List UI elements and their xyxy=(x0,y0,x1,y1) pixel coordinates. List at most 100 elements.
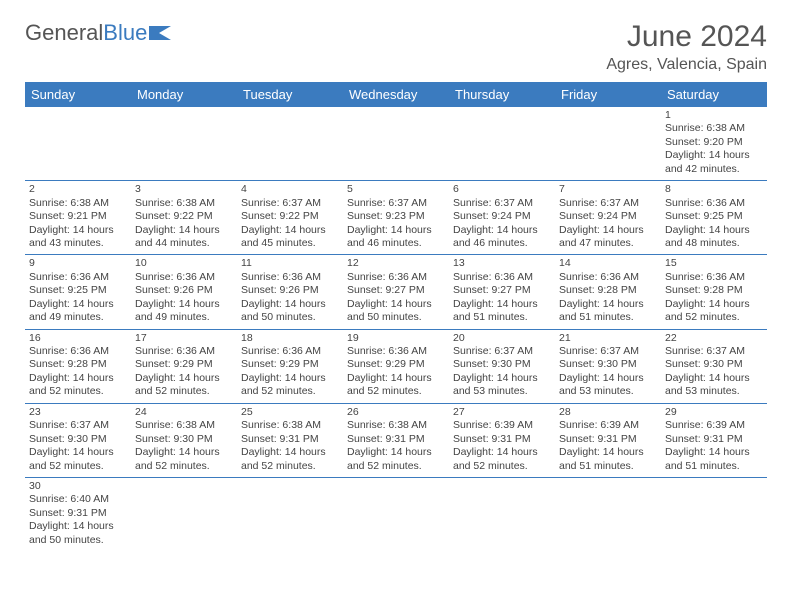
calendar-cell: 26Sunrise: 6:38 AMSunset: 9:31 PMDayligh… xyxy=(343,403,449,477)
sunset-text: Sunset: 9:22 PM xyxy=(241,210,339,223)
calendar-cell: 3Sunrise: 6:38 AMSunset: 9:22 PMDaylight… xyxy=(131,181,237,255)
sunset-text: Sunset: 9:26 PM xyxy=(135,284,233,297)
calendar-cell xyxy=(343,107,449,181)
sunset-text: Sunset: 9:29 PM xyxy=(347,358,445,371)
day-number: 8 xyxy=(665,183,671,195)
sunset-text: Sunset: 9:29 PM xyxy=(135,358,233,371)
day-number: 23 xyxy=(29,406,41,418)
day-number-empty xyxy=(559,109,562,121)
daylight-text: Daylight: 14 hours and 52 minutes. xyxy=(241,372,339,399)
sunrise-text: Sunrise: 6:36 AM xyxy=(347,345,445,358)
day-number: 29 xyxy=(665,406,677,418)
calendar-cell: 4Sunrise: 6:37 AMSunset: 9:22 PMDaylight… xyxy=(237,181,343,255)
sunrise-text: Sunrise: 6:36 AM xyxy=(665,271,763,284)
location: Agres, Valencia, Spain xyxy=(606,56,767,74)
day-number: 16 xyxy=(29,332,41,344)
day-number: 5 xyxy=(347,183,353,195)
calendar-cell: 1Sunrise: 6:38 AMSunset: 9:20 PMDaylight… xyxy=(661,107,767,181)
sunrise-text: Sunrise: 6:36 AM xyxy=(453,271,551,284)
day-number-empty xyxy=(453,109,456,121)
sunrise-text: Sunrise: 6:36 AM xyxy=(241,345,339,358)
daylight-text: Daylight: 14 hours and 44 minutes. xyxy=(135,224,233,251)
sunset-text: Sunset: 9:31 PM xyxy=(665,433,763,446)
day-number: 20 xyxy=(453,332,465,344)
daylight-text: Daylight: 14 hours and 52 minutes. xyxy=(135,446,233,473)
header: GeneralBlue June 2024 Agres, Valencia, S… xyxy=(25,20,767,74)
calendar-cell xyxy=(555,107,661,181)
sunset-text: Sunset: 9:29 PM xyxy=(241,358,339,371)
daylight-text: Daylight: 14 hours and 48 minutes. xyxy=(665,224,763,251)
day-number: 15 xyxy=(665,257,677,269)
calendar-cell: 29Sunrise: 6:39 AMSunset: 9:31 PMDayligh… xyxy=(661,403,767,477)
sunrise-text: Sunrise: 6:38 AM xyxy=(347,419,445,432)
sunset-text: Sunset: 9:22 PM xyxy=(135,210,233,223)
sunrise-text: Sunrise: 6:36 AM xyxy=(241,271,339,284)
sunset-text: Sunset: 9:28 PM xyxy=(665,284,763,297)
sunrise-text: Sunrise: 6:36 AM xyxy=(29,345,127,358)
sunrise-text: Sunrise: 6:36 AM xyxy=(29,271,127,284)
daylight-text: Daylight: 14 hours and 53 minutes. xyxy=(559,372,657,399)
daylight-text: Daylight: 14 hours and 52 minutes. xyxy=(347,446,445,473)
sunrise-text: Sunrise: 6:38 AM xyxy=(29,197,127,210)
day-number: 7 xyxy=(559,183,565,195)
daylight-text: Daylight: 14 hours and 50 minutes. xyxy=(241,298,339,325)
daylight-text: Daylight: 14 hours and 51 minutes. xyxy=(559,446,657,473)
daylight-text: Daylight: 14 hours and 51 minutes. xyxy=(453,298,551,325)
day-number: 19 xyxy=(347,332,359,344)
day-number: 17 xyxy=(135,332,147,344)
day-number: 11 xyxy=(241,257,252,269)
daylight-text: Daylight: 14 hours and 51 minutes. xyxy=(559,298,657,325)
sunset-text: Sunset: 9:25 PM xyxy=(665,210,763,223)
sunset-text: Sunset: 9:23 PM xyxy=(347,210,445,223)
day-number: 27 xyxy=(453,406,465,418)
sunset-text: Sunset: 9:30 PM xyxy=(29,433,127,446)
sunset-text: Sunset: 9:21 PM xyxy=(29,210,127,223)
day-header: Friday xyxy=(555,82,661,107)
calendar-cell xyxy=(449,477,555,551)
sunset-text: Sunset: 9:27 PM xyxy=(347,284,445,297)
daylight-text: Daylight: 14 hours and 49 minutes. xyxy=(29,298,127,325)
sunset-text: Sunset: 9:30 PM xyxy=(665,358,763,371)
calendar-cell: 30Sunrise: 6:40 AMSunset: 9:31 PMDayligh… xyxy=(25,477,131,551)
calendar-cell xyxy=(449,107,555,181)
sunset-text: Sunset: 9:25 PM xyxy=(29,284,127,297)
calendar-header-row: SundayMondayTuesdayWednesdayThursdayFrid… xyxy=(25,82,767,107)
day-header: Monday xyxy=(131,82,237,107)
calendar-cell: 22Sunrise: 6:37 AMSunset: 9:30 PMDayligh… xyxy=(661,329,767,403)
calendar-cell: 20Sunrise: 6:37 AMSunset: 9:30 PMDayligh… xyxy=(449,329,555,403)
calendar-cell: 25Sunrise: 6:38 AMSunset: 9:31 PMDayligh… xyxy=(237,403,343,477)
sunset-text: Sunset: 9:26 PM xyxy=(241,284,339,297)
daylight-text: Daylight: 14 hours and 49 minutes. xyxy=(135,298,233,325)
calendar-cell: 21Sunrise: 6:37 AMSunset: 9:30 PMDayligh… xyxy=(555,329,661,403)
sunset-text: Sunset: 9:28 PM xyxy=(29,358,127,371)
calendar-cell: 7Sunrise: 6:37 AMSunset: 9:24 PMDaylight… xyxy=(555,181,661,255)
sunset-text: Sunset: 9:24 PM xyxy=(559,210,657,223)
calendar-cell: 10Sunrise: 6:36 AMSunset: 9:26 PMDayligh… xyxy=(131,255,237,329)
daylight-text: Daylight: 14 hours and 43 minutes. xyxy=(29,224,127,251)
daylight-text: Daylight: 14 hours and 52 minutes. xyxy=(29,446,127,473)
sunrise-text: Sunrise: 6:37 AM xyxy=(665,345,763,358)
sunrise-text: Sunrise: 6:37 AM xyxy=(559,197,657,210)
calendar-cell: 9Sunrise: 6:36 AMSunset: 9:25 PMDaylight… xyxy=(25,255,131,329)
day-header: Wednesday xyxy=(343,82,449,107)
calendar-cell: 18Sunrise: 6:36 AMSunset: 9:29 PMDayligh… xyxy=(237,329,343,403)
daylight-text: Daylight: 14 hours and 53 minutes. xyxy=(665,372,763,399)
calendar-table: SundayMondayTuesdayWednesdayThursdayFrid… xyxy=(25,82,767,551)
day-number: 25 xyxy=(241,406,253,418)
sunset-text: Sunset: 9:30 PM xyxy=(453,358,551,371)
daylight-text: Daylight: 14 hours and 42 minutes. xyxy=(665,149,763,176)
calendar-cell: 23Sunrise: 6:37 AMSunset: 9:30 PMDayligh… xyxy=(25,403,131,477)
calendar-cell xyxy=(131,477,237,551)
calendar-cell: 12Sunrise: 6:36 AMSunset: 9:27 PMDayligh… xyxy=(343,255,449,329)
calendar-cell: 5Sunrise: 6:37 AMSunset: 9:23 PMDaylight… xyxy=(343,181,449,255)
daylight-text: Daylight: 14 hours and 46 minutes. xyxy=(347,224,445,251)
title-block: June 2024 Agres, Valencia, Spain xyxy=(606,20,767,74)
sunrise-text: Sunrise: 6:37 AM xyxy=(241,197,339,210)
sunrise-text: Sunrise: 6:39 AM xyxy=(665,419,763,432)
sunset-text: Sunset: 9:30 PM xyxy=(559,358,657,371)
sunrise-text: Sunrise: 6:40 AM xyxy=(29,493,127,506)
calendar-cell xyxy=(25,107,131,181)
sunrise-text: Sunrise: 6:37 AM xyxy=(453,345,551,358)
sunset-text: Sunset: 9:31 PM xyxy=(453,433,551,446)
sunrise-text: Sunrise: 6:37 AM xyxy=(29,419,127,432)
